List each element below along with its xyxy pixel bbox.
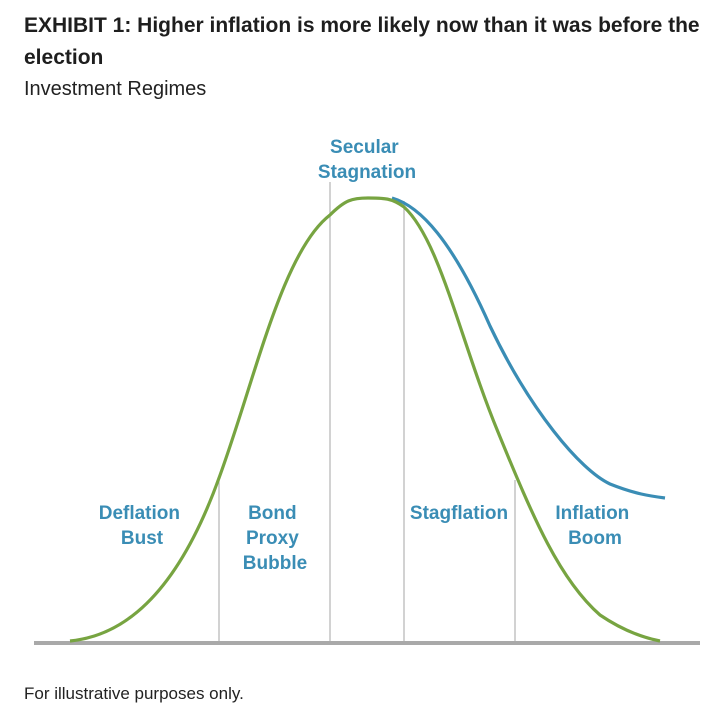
regime-label-line: Stagflation [410,503,508,524]
regime-label-line: Bond [248,503,297,524]
regime-label-secular-stagnation: Secular Stagnation [318,137,416,183]
regime-label-bond-proxy-bubble: Bond Proxy Bubble [243,503,307,574]
footnote: For illustrative purposes only. [24,684,244,703]
regime-label-deflation-bust: Deflation Bust [99,503,186,549]
regime-label-line: Boom [568,528,622,549]
regime-label-stagflation: Stagflation [410,503,508,524]
regime-label-line: Proxy [246,528,299,549]
blue-inflation-curve [391,196,666,500]
regime-label-line: Bubble [243,553,307,574]
regime-label-inflation-boom: Inflation Boom [555,503,634,549]
green-bell-curve [69,196,661,643]
regime-label-line: Bust [121,528,164,549]
exhibit-title: EXHIBIT 1: Higher inflation is more like… [24,14,700,69]
regime-label-line: Deflation [99,503,180,524]
regime-label-line: Inflation [555,503,629,524]
regime-label-line: Secular [330,137,399,158]
exhibit-subtitle: Investment Regimes [24,78,207,100]
regime-label-line: Stagnation [318,162,416,183]
